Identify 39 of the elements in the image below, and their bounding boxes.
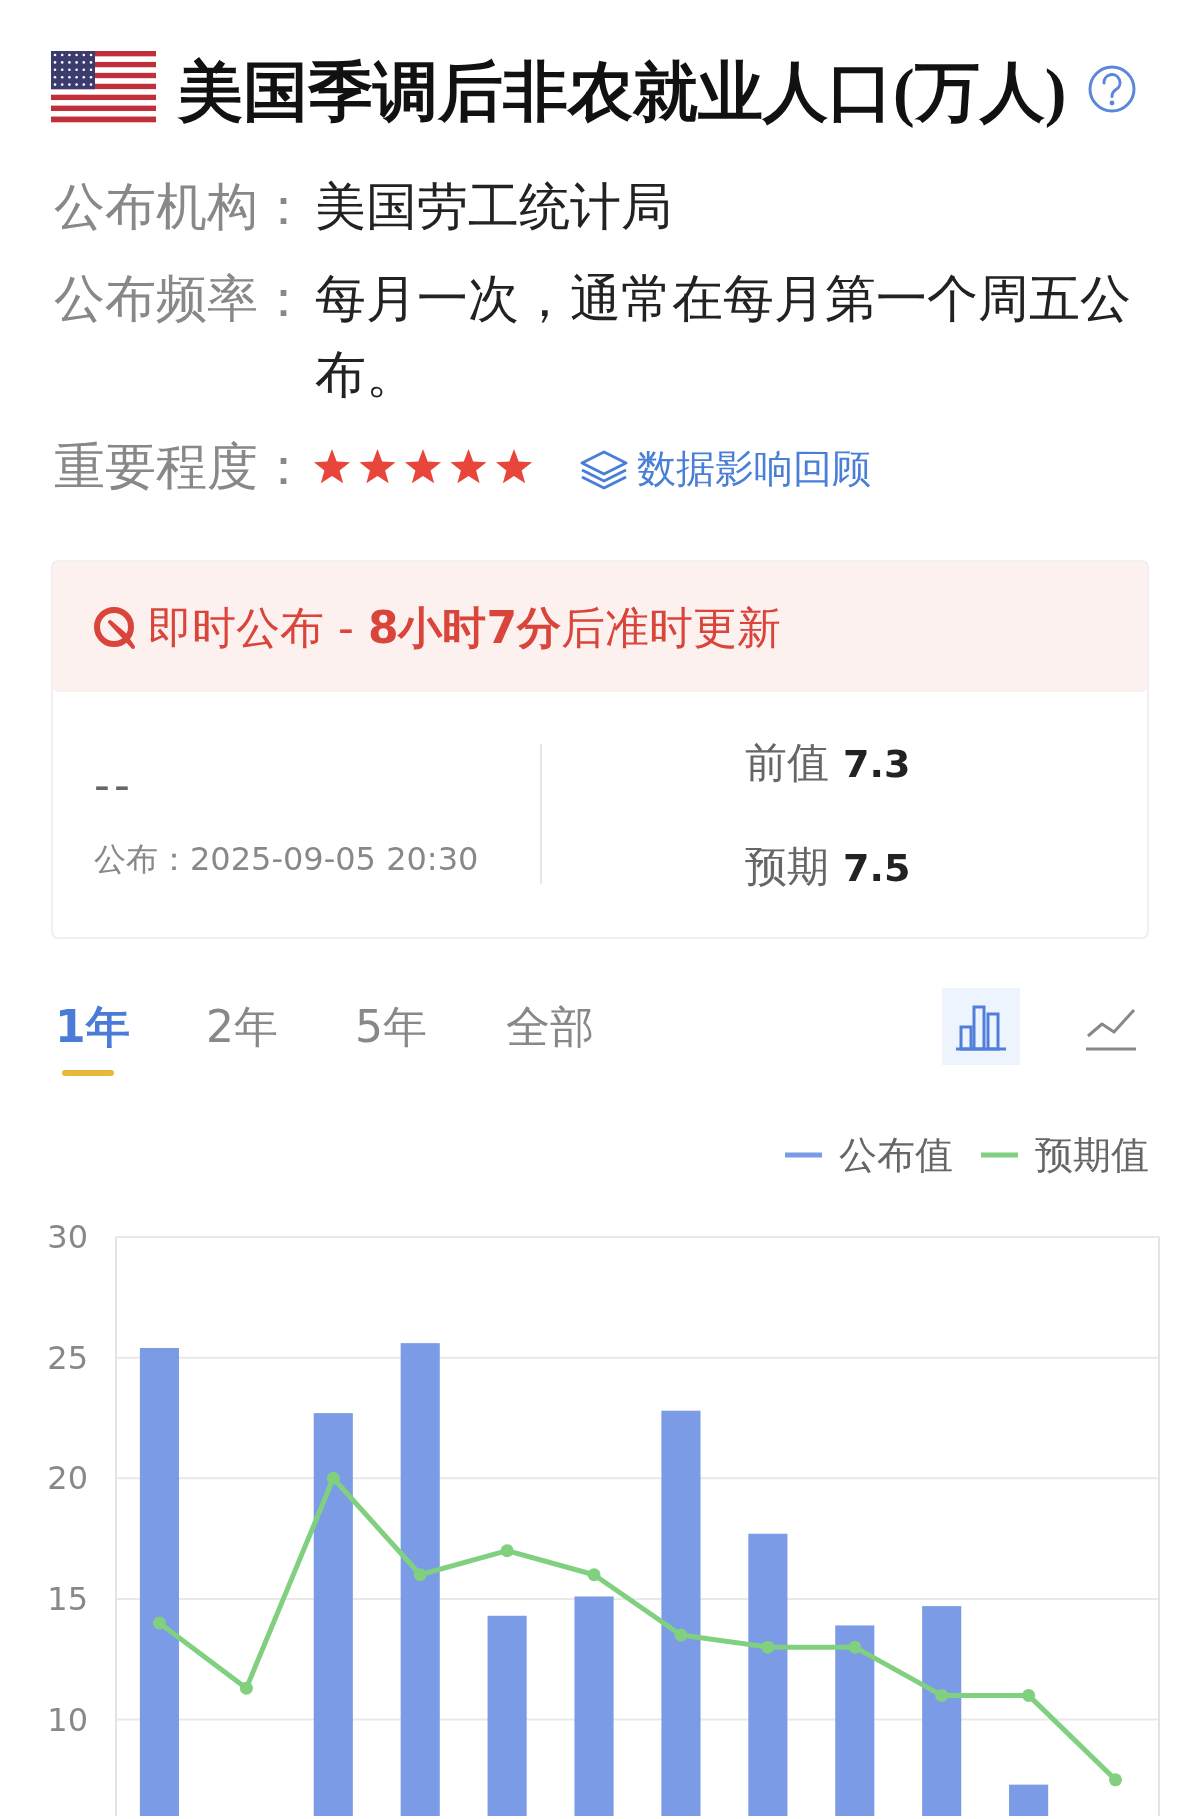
point <box>1022 1688 1036 1702</box>
text: 预期 <box>745 842 829 891</box>
text: 重要程度： <box>54 437 309 496</box>
y-tick-label: 30 <box>47 1218 88 1256</box>
text: 前值 <box>745 738 829 787</box>
text: 即时公布 - <box>148 602 354 653</box>
text: 7.3 <box>843 742 911 786</box>
y-tick-label: 20 <box>47 1459 88 1498</box>
text: -- <box>94 759 134 810</box>
point <box>326 1471 340 1485</box>
text: 公布：2025-09-05 20:30 <box>94 840 479 878</box>
text: 公布机构： <box>54 177 309 236</box>
text: 2年 <box>206 1001 278 1052</box>
text: 后准时更新 <box>561 602 782 653</box>
text: 7.5 <box>843 846 911 890</box>
text: 数据影响回顾 <box>637 446 871 491</box>
point <box>935 1688 949 1702</box>
chart-title: 美国季调后非农就业人口(万人) <box>177 56 1067 128</box>
text: 5年 <box>355 1001 427 1052</box>
point <box>152 1616 166 1630</box>
point <box>587 1568 601 1582</box>
text: 公布频率： <box>54 269 309 328</box>
point <box>674 1628 688 1642</box>
point <box>1109 1773 1123 1787</box>
y-tick-label: 25 <box>47 1338 88 1377</box>
text: 全部 <box>506 1001 594 1052</box>
point <box>413 1568 427 1582</box>
point <box>239 1681 253 1695</box>
text: 8小时7分 <box>367 602 562 653</box>
point <box>761 1640 775 1654</box>
legend-label: 预期值 <box>1035 1133 1149 1177</box>
text: 1年 <box>55 1001 130 1052</box>
point <box>848 1640 862 1654</box>
y-tick-label: 15 <box>47 1579 88 1618</box>
text: 美国劳工统计局 <box>315 177 672 236</box>
text: 每月一次，通常在每月第一个周五公布。 <box>315 269 1131 404</box>
y-tick-label: 10 <box>47 1700 88 1739</box>
point <box>500 1544 514 1558</box>
legend-label: 公布值 <box>839 1133 953 1177</box>
